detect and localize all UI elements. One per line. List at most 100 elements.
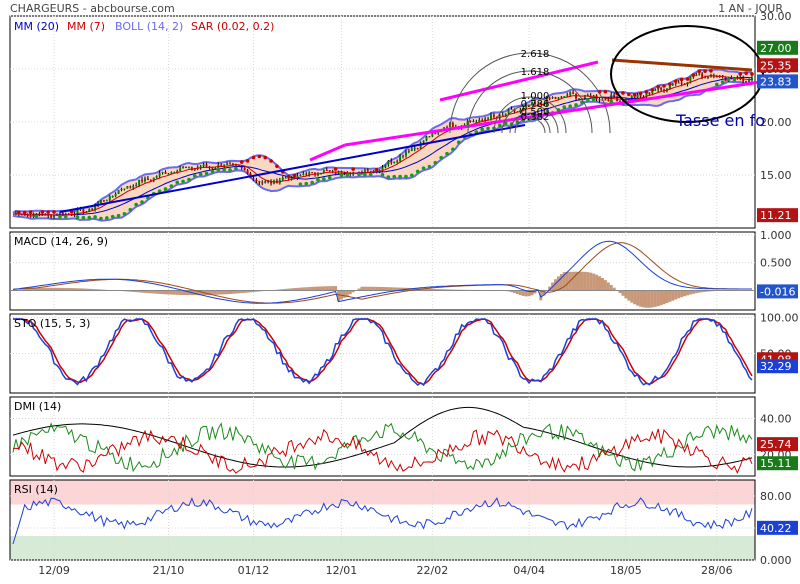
macd-hist-bar <box>369 287 372 291</box>
macd-hist-bar <box>229 291 232 294</box>
macd-hist-bar <box>346 291 349 296</box>
rsi-legend: RSI (14) <box>14 483 58 496</box>
candle-body <box>112 196 114 197</box>
macd-hist-bar <box>595 275 598 291</box>
candle-body <box>311 172 313 173</box>
candle-body <box>206 164 208 166</box>
macd-hist-bar <box>651 291 654 308</box>
sar-dot <box>674 79 678 83</box>
candle-body <box>82 209 84 212</box>
candle-body <box>367 170 369 171</box>
sar-dot <box>392 175 396 179</box>
candle-body <box>226 164 228 165</box>
sar-dot <box>750 72 754 76</box>
macd-hist-bar <box>580 272 583 291</box>
sar-dot <box>428 165 432 169</box>
candle-body <box>138 180 140 185</box>
macd-hist-bar <box>220 291 223 295</box>
candle-body <box>261 182 263 183</box>
macd-hist-bar <box>633 291 636 305</box>
sar-dot <box>52 210 56 214</box>
legend-1: MM (7) <box>67 20 105 33</box>
macd-hist-bar <box>223 291 226 295</box>
sar-dot <box>328 176 332 180</box>
sar-dot <box>175 181 179 185</box>
candle-body <box>167 174 169 175</box>
sar-dot <box>293 174 297 178</box>
candle-body <box>264 181 266 183</box>
macd-hist-bar <box>648 291 651 308</box>
candle-body <box>135 185 137 186</box>
candle-body <box>129 186 131 187</box>
candle-body <box>423 141 425 143</box>
macd-hist-bar <box>645 291 648 308</box>
macd-hist-bar <box>598 276 601 290</box>
candle-body <box>566 95 568 96</box>
macd-hist-bar <box>627 291 630 301</box>
macd-hist-bar <box>226 291 229 295</box>
macd-hist-bar <box>372 287 375 291</box>
sar-dot <box>486 127 490 131</box>
candle-body <box>637 95 639 98</box>
candle-body <box>229 164 231 165</box>
candle-body <box>30 216 32 217</box>
sar-dot <box>351 167 355 171</box>
candle-body <box>578 98 580 99</box>
sar-dot <box>604 90 608 94</box>
sar-dot <box>410 173 414 177</box>
candle-body <box>604 99 606 100</box>
sar-dot <box>733 78 737 82</box>
dmi-minus-value: 25.74 <box>760 438 792 451</box>
y-tick-sto-0: 100.00 <box>760 312 799 325</box>
sar-dot <box>99 217 103 221</box>
value-badge-label-0: 27.00 <box>760 42 792 55</box>
sar-dot <box>680 78 684 82</box>
candle-body <box>302 174 304 175</box>
sar-dot <box>340 174 344 178</box>
sar-dot <box>310 181 314 185</box>
sar-dot <box>222 168 226 172</box>
candle-body <box>572 92 574 93</box>
macd-hist-bar <box>607 282 610 290</box>
candle-body <box>396 161 398 162</box>
sar-dot <box>369 173 373 177</box>
sar-dot <box>240 160 244 164</box>
sar-dot <box>398 175 402 179</box>
y-tick-macd-0: 1.000 <box>760 229 792 242</box>
y-tick-price-0: 30.00 <box>760 10 792 23</box>
macd-hist-bar <box>214 291 217 295</box>
candle-body <box>402 155 404 156</box>
candle-body <box>417 148 419 149</box>
macd-hist-bar <box>319 286 322 290</box>
candle-body <box>326 170 328 171</box>
macd-hist-bar <box>375 287 378 291</box>
x-tick-6: 18/05 <box>610 564 642 577</box>
candle-body <box>211 168 213 169</box>
macd-hist-bar <box>592 274 595 291</box>
sar-dot <box>117 214 121 218</box>
sar-dot <box>621 91 625 95</box>
macd-hist-bar <box>378 287 381 291</box>
candle-body <box>408 151 410 152</box>
candle-body <box>100 200 102 202</box>
candle-body <box>390 161 392 163</box>
fib-label-1: 1.618 <box>521 67 550 78</box>
macd-hist-bar <box>589 273 592 291</box>
sar-dot <box>592 98 596 102</box>
sar-dot <box>334 167 338 171</box>
sar-dot <box>715 83 719 87</box>
sar-dot <box>46 210 50 214</box>
candle-body <box>282 178 284 180</box>
candle-body <box>329 170 331 171</box>
candle-body <box>393 162 395 163</box>
macd-hist-bar <box>366 287 369 291</box>
macd-hist-bar <box>349 291 352 295</box>
sar-dot <box>727 78 731 82</box>
sar-dot <box>76 215 80 219</box>
macd-hist-bar <box>668 291 671 302</box>
macd-hist-bar <box>583 272 586 291</box>
macd-hist-bar <box>572 272 575 291</box>
sar-dot <box>703 69 707 73</box>
macd-hist-bar <box>683 291 686 297</box>
macd-hist-bar <box>316 287 319 291</box>
